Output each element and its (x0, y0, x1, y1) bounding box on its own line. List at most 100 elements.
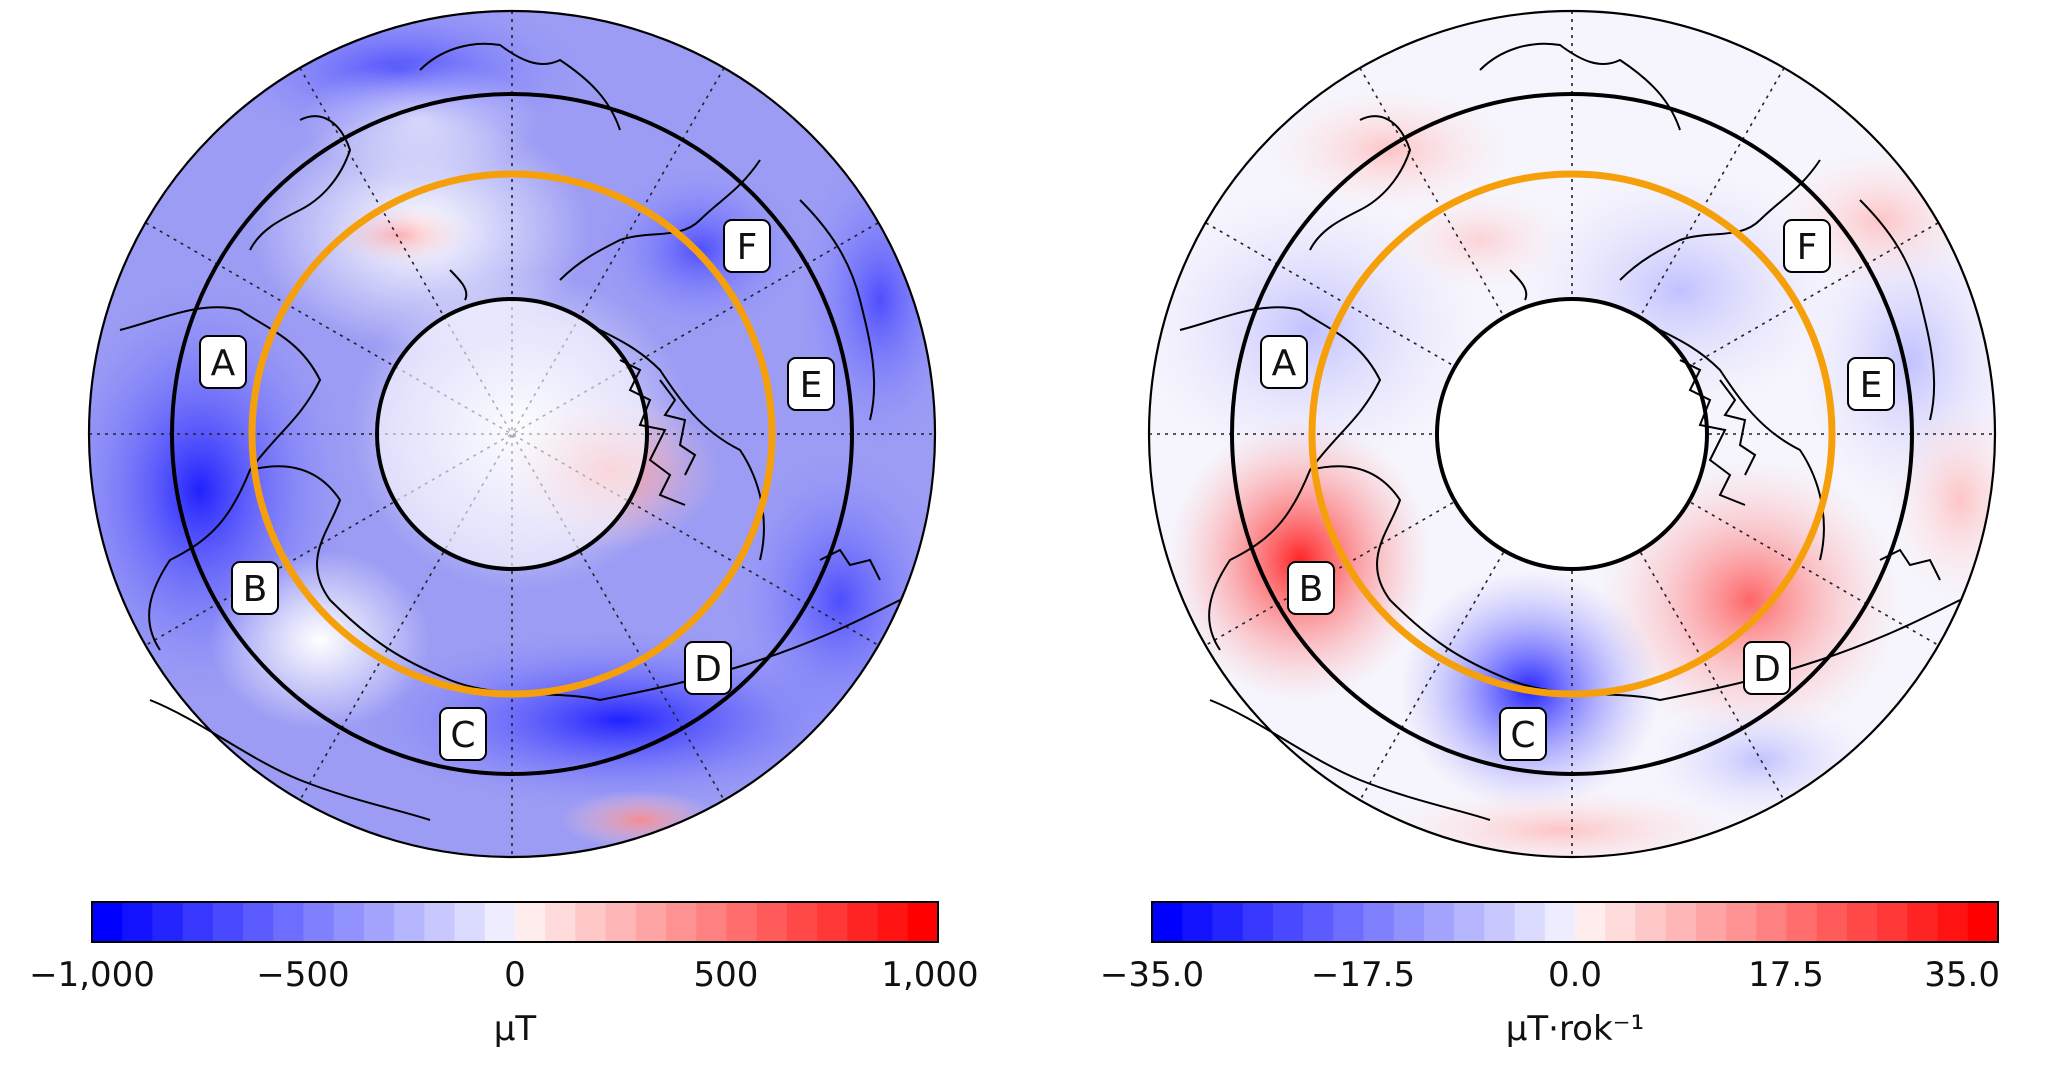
colorbar-step (1726, 902, 1757, 942)
colorbar-step (575, 902, 607, 942)
right-tick-0: −35.0 (1100, 955, 1204, 995)
colorbar-step (424, 902, 456, 942)
right-unit-label: μT·rok⁻¹ (1506, 1009, 1645, 1049)
colorbar-step (122, 902, 154, 942)
colorbar-step (1182, 902, 1214, 942)
left-orange-ring (248, 170, 776, 698)
colorbar-step (1242, 902, 1274, 942)
colorbar-step (605, 902, 637, 942)
colorbar-step (1544, 902, 1576, 942)
left-colorbar: −1,000 −500 0 500 1,000 μT (29, 901, 979, 1049)
colorbar-step (1575, 902, 1606, 942)
colorbar-step (756, 902, 788, 942)
colorbar-step (847, 902, 879, 942)
colorbar-step (1605, 902, 1637, 942)
svg-text:C: C (1510, 715, 1535, 756)
colorbar-step (666, 902, 697, 942)
colorbar-step (212, 902, 244, 942)
colorbar-step (1333, 902, 1365, 942)
colorbar-step (1514, 902, 1546, 942)
right-map-svg: A B C D E F −35.0 −17.5 0.0 17.5 35.0 μT… (1100, 9, 2000, 1049)
colorbar-step (394, 902, 425, 942)
svg-text:A: A (1272, 343, 1297, 384)
right-orange-ring (1308, 170, 1836, 698)
left-tick-3: 500 (694, 955, 759, 995)
right-outer-boundary (1147, 9, 1997, 859)
colorbar-step (273, 902, 305, 942)
colorbar-step (1665, 902, 1697, 942)
colorbar-step (152, 902, 184, 942)
colorbar-step (1846, 902, 1878, 942)
colorbar-step (817, 902, 848, 942)
right-black-ring (1230, 92, 1914, 776)
left-panel: A B C D E F −1,000 −500 0 500 1,000 μT (29, 9, 979, 1049)
colorbar-step (1756, 902, 1788, 942)
colorbar-step (182, 902, 214, 942)
svg-text:B: B (243, 569, 268, 610)
svg-text:F: F (1797, 227, 1818, 268)
colorbar-step (1212, 902, 1244, 942)
right-region-labels: A B C D E F (1260, 219, 1895, 761)
colorbar-step (515, 902, 546, 942)
left-outer-boundary (87, 9, 937, 859)
left-map-svg: A B C D E F −1,000 −500 0 500 1,000 μT (29, 9, 979, 1049)
left-colorbar-steps (92, 902, 939, 942)
left-label-e: E (787, 357, 835, 411)
left-label-f: F (723, 219, 771, 273)
right-tick-1: −17.5 (1311, 955, 1415, 995)
colorbar-step (1937, 902, 1969, 942)
left-label-b: B (231, 561, 279, 615)
colorbar-step (1695, 902, 1727, 942)
colorbar-step (1272, 902, 1304, 942)
colorbar-step (303, 902, 335, 942)
svg-text:E: E (800, 365, 823, 406)
colorbar-step (726, 902, 758, 942)
colorbar-step (786, 902, 818, 942)
left-tick-4: 1,000 (881, 955, 978, 995)
colorbar-step (1786, 902, 1818, 942)
colorbar-step (484, 902, 516, 942)
left-region-labels: A B C D E F (199, 219, 835, 761)
left-tick-1: −500 (256, 955, 349, 995)
colorbar-step (1907, 902, 1939, 942)
left-black-ring (170, 92, 854, 776)
left-unit-label: μT (494, 1009, 537, 1049)
svg-text:B: B (1299, 569, 1324, 610)
left-tick-0: −1,000 (29, 955, 155, 995)
left-tick-2: 0 (504, 955, 526, 995)
colorbar-step (1303, 902, 1334, 942)
colorbar-step (92, 902, 123, 942)
right-colorbar: −35.0 −17.5 0.0 17.5 35.0 μT·rok⁻¹ (1100, 901, 2000, 1049)
colorbar-step (545, 902, 577, 942)
right-colorbar-steps (1152, 902, 1999, 942)
right-label-a: A (1260, 335, 1308, 389)
colorbar-step (1423, 902, 1455, 942)
colorbar-step (696, 902, 728, 942)
right-label-d: D (1743, 641, 1791, 695)
right-tick-3: 17.5 (1748, 955, 1824, 995)
left-coastlines (119, 42, 901, 821)
left-label-d: D (684, 641, 732, 695)
svg-text:D: D (694, 649, 722, 690)
colorbar-step (1454, 902, 1485, 942)
right-label-c: C (1499, 707, 1547, 761)
colorbar-step (1877, 902, 1908, 942)
left-center-area (377, 299, 647, 569)
svg-text:A: A (211, 343, 236, 384)
colorbar-step (1363, 902, 1395, 942)
right-label-e: E (1847, 357, 1895, 411)
colorbar-step (1484, 902, 1516, 942)
colorbar-step (907, 902, 939, 942)
colorbar-step (1393, 902, 1425, 942)
svg-text:C: C (450, 715, 475, 756)
colorbar-step (635, 902, 667, 942)
right-center-area (1437, 299, 1707, 569)
colorbar-step (1816, 902, 1848, 942)
svg-text:E: E (1860, 365, 1883, 406)
svg-text:D: D (1753, 649, 1781, 690)
colorbar-step (333, 902, 365, 942)
colorbar-step (1967, 902, 1999, 942)
right-inner-ring (1435, 297, 1709, 571)
colorbar-step (877, 902, 909, 942)
right-label-f: F (1783, 219, 1831, 273)
